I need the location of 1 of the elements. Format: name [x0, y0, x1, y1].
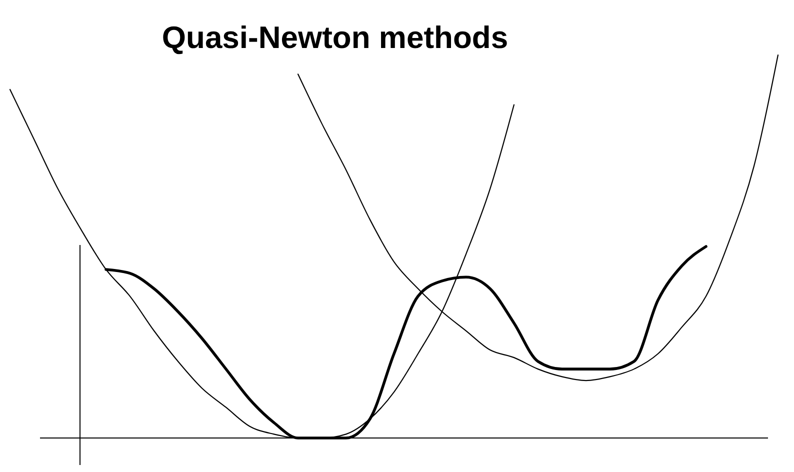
- chart-title: Quasi-Newton methods: [162, 20, 508, 55]
